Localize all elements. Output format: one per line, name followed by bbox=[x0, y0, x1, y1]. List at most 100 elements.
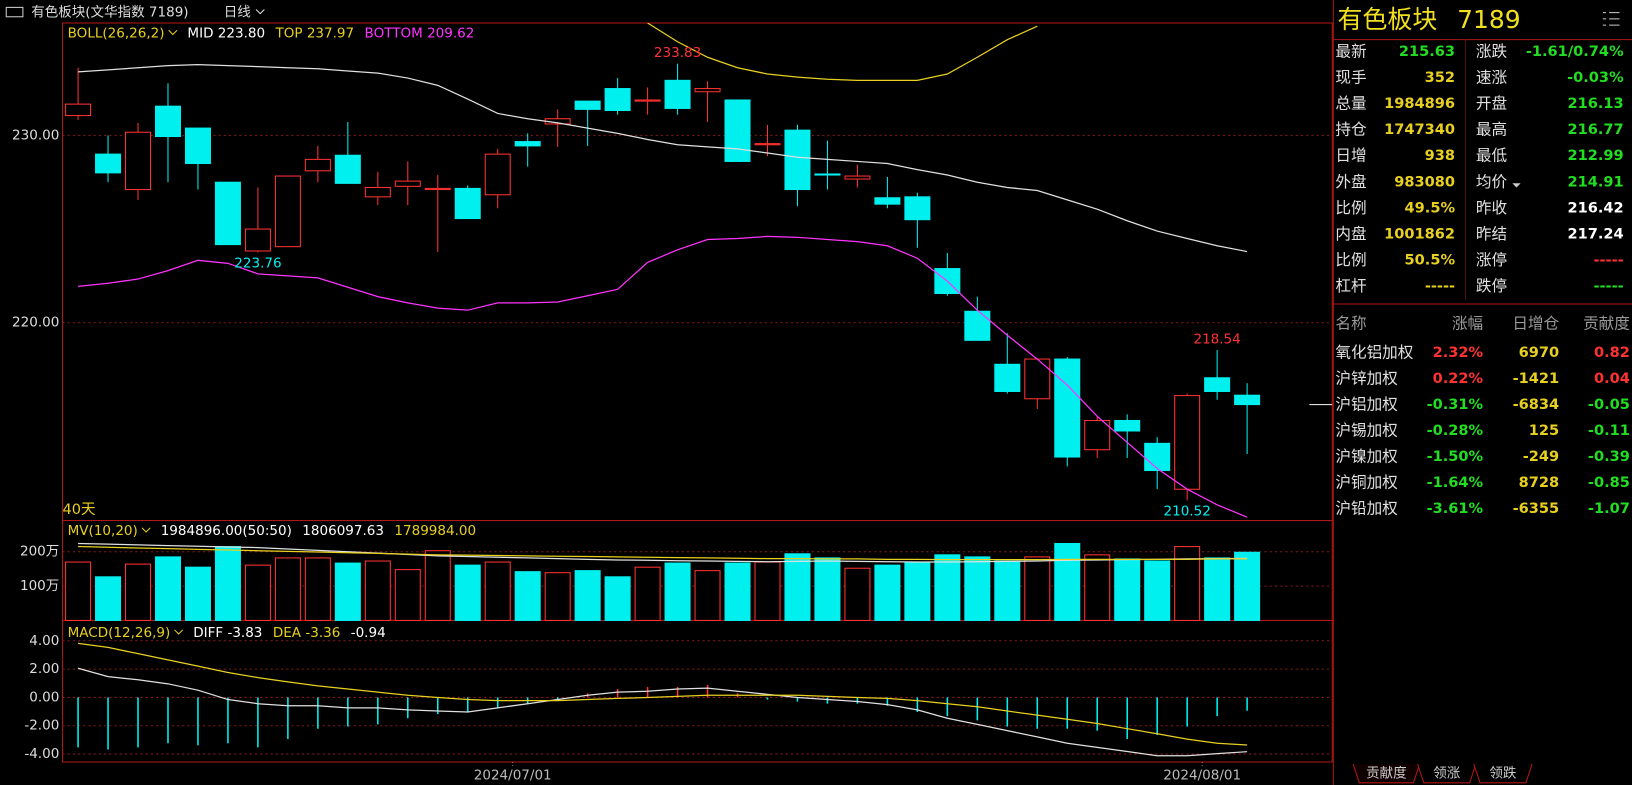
component-oi: -249 bbox=[1523, 448, 1559, 465]
quote-label: 均价 bbox=[1476, 173, 1508, 191]
dropdown-icon bbox=[174, 629, 184, 635]
table-header: 日增仓 bbox=[1512, 314, 1559, 332]
candle-body bbox=[814, 173, 841, 176]
panel-header: 1806097.63 bbox=[302, 523, 384, 539]
volume-bar bbox=[65, 561, 92, 621]
volume-bar bbox=[1054, 542, 1081, 621]
panel-header: BOLL(26,26,2) bbox=[68, 25, 165, 41]
dropdown-icon bbox=[255, 9, 265, 15]
candle-body bbox=[184, 127, 211, 165]
component-name[interactable]: 沪铜加权 bbox=[1335, 474, 1398, 492]
volume-bar bbox=[154, 556, 181, 621]
component-name[interactable]: 沪锡加权 bbox=[1335, 422, 1398, 440]
quote-value: ----- bbox=[1593, 251, 1623, 268]
quote-value: 49.5% bbox=[1405, 199, 1456, 216]
volume-bar bbox=[904, 561, 931, 621]
component-name[interactable]: 沪铝加权 bbox=[1335, 395, 1398, 413]
volume-bar bbox=[184, 566, 211, 621]
candle-body bbox=[1114, 419, 1141, 432]
volume-bar bbox=[694, 570, 721, 621]
quote-name: 有色板块 bbox=[1337, 5, 1437, 34]
volume-bar bbox=[214, 546, 241, 621]
quote-value: 983080 bbox=[1394, 173, 1455, 190]
component-change: -0.28% bbox=[1427, 422, 1484, 439]
y-tick-label: 4.00 bbox=[29, 633, 59, 649]
candle-body bbox=[1234, 394, 1261, 406]
candle-body bbox=[1144, 442, 1171, 472]
tab[interactable] bbox=[1473, 763, 1533, 784]
component-oi: -1421 bbox=[1513, 370, 1560, 387]
indicator-line bbox=[77, 235, 1248, 518]
tab-label[interactable]: 领跌 bbox=[1489, 765, 1517, 781]
candle-body bbox=[844, 175, 871, 180]
component-name[interactable]: 沪镍加权 bbox=[1335, 448, 1398, 466]
component-change: 0.22% bbox=[1433, 370, 1484, 387]
component-name[interactable]: 沪锌加权 bbox=[1335, 369, 1398, 387]
quote-value: 352 bbox=[1425, 69, 1455, 86]
volume-bar bbox=[1024, 556, 1051, 621]
quote-label: 最低 bbox=[1476, 147, 1508, 165]
component-name[interactable]: 氧化铝加权 bbox=[1335, 343, 1413, 361]
tab[interactable] bbox=[1417, 763, 1477, 784]
candle-body bbox=[694, 88, 721, 93]
volume-bar bbox=[394, 569, 421, 621]
candle-body bbox=[664, 79, 691, 109]
volume-bar bbox=[484, 561, 511, 621]
component-change: -3.61% bbox=[1427, 500, 1484, 517]
component-change: 2.32% bbox=[1433, 344, 1484, 361]
period-label: 40天 bbox=[62, 501, 96, 518]
component-oi: -6355 bbox=[1513, 500, 1560, 517]
volume-bar bbox=[784, 553, 811, 621]
volume-bar bbox=[334, 562, 361, 621]
window-title: 有色板块(文华指数 7189) bbox=[31, 4, 188, 21]
component-contrib: 0.04 bbox=[1594, 370, 1630, 387]
candle-body bbox=[214, 181, 241, 246]
quote-value: 1747340 bbox=[1384, 121, 1455, 138]
period-selector[interactable]: 日线 bbox=[224, 5, 252, 21]
component-contrib: 0.82 bbox=[1594, 344, 1630, 361]
volume-bar bbox=[125, 563, 152, 621]
dropdown-icon bbox=[1512, 183, 1521, 188]
quote-label: 昨收 bbox=[1476, 199, 1508, 217]
indicator-line bbox=[78, 64, 1248, 253]
y-tick-label: -2.00 bbox=[24, 718, 59, 734]
quote-value: -0.03% bbox=[1567, 69, 1624, 86]
price-annotation: 218.54 bbox=[1193, 332, 1240, 348]
candle-body bbox=[304, 158, 331, 172]
volume-bar bbox=[454, 564, 481, 621]
candle-body bbox=[1084, 419, 1111, 451]
quote-label: 比例 bbox=[1335, 251, 1366, 269]
menu-icon[interactable] bbox=[1602, 12, 1620, 26]
candle-body bbox=[634, 99, 661, 102]
candle-body bbox=[484, 153, 511, 196]
x-tick-label: 2024/08/01 bbox=[1163, 768, 1241, 784]
volume-bar bbox=[424, 550, 451, 621]
component-name[interactable]: 沪铅加权 bbox=[1335, 500, 1398, 518]
candle-body bbox=[154, 105, 181, 138]
candle-body bbox=[724, 99, 751, 162]
quote-value: 214.91 bbox=[1567, 173, 1623, 190]
component-contrib: -0.05 bbox=[1588, 396, 1630, 413]
volume-bar bbox=[934, 554, 961, 621]
window-icon bbox=[5, 6, 24, 18]
volume-bar bbox=[604, 576, 631, 621]
quote-label: 内盘 bbox=[1335, 224, 1366, 243]
candle-body bbox=[1054, 358, 1081, 458]
tab-label[interactable]: 领涨 bbox=[1433, 765, 1461, 781]
candle-body bbox=[244, 228, 271, 252]
quote-value: 50.5% bbox=[1405, 251, 1456, 268]
candle-body bbox=[394, 180, 421, 187]
volume-bar bbox=[664, 562, 691, 621]
volume-bar bbox=[994, 560, 1021, 621]
quote-label: 跌停 bbox=[1476, 277, 1507, 295]
tab-label[interactable]: 贡献度 bbox=[1366, 765, 1407, 781]
quote-label: 总量 bbox=[1335, 95, 1366, 113]
panel-header: DEA -3.36 bbox=[273, 625, 340, 641]
volume-bar bbox=[364, 560, 391, 621]
volume-bar bbox=[244, 564, 271, 621]
tab[interactable] bbox=[1352, 763, 1421, 784]
quote-label: 最高 bbox=[1476, 121, 1507, 139]
quote-label: 杠杆 bbox=[1335, 277, 1367, 295]
quote-code: 7189 bbox=[1457, 5, 1521, 34]
panel-header: DIFF -3.83 bbox=[193, 625, 262, 641]
